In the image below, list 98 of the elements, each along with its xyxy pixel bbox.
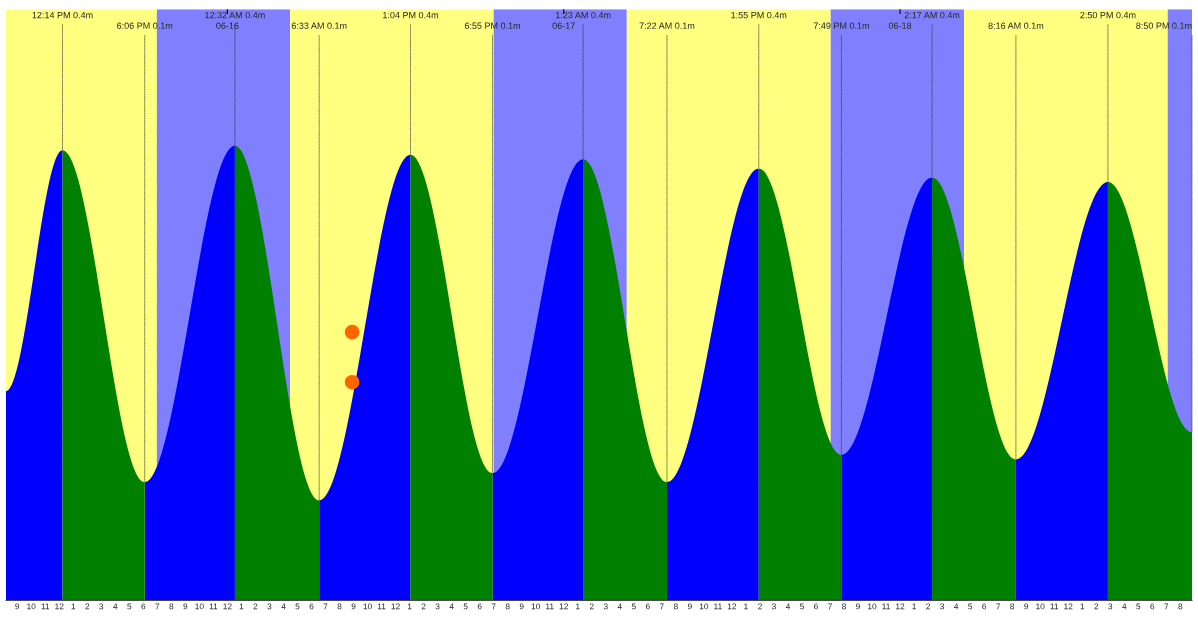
x-tick-label: 2 xyxy=(85,603,90,610)
x-tick-label: 8 xyxy=(337,603,342,610)
x-tick-label: 11 xyxy=(209,603,218,610)
x-tick-label: 11 xyxy=(714,603,722,610)
x-tick-label: 4 xyxy=(953,603,959,610)
x-tick-label: 12 xyxy=(223,603,232,610)
x-tick-label: 4 xyxy=(617,603,622,610)
x-tick-label: 12 xyxy=(391,603,400,610)
x-tick-label: 3 xyxy=(1108,603,1113,610)
ref-line-label: 06-16 xyxy=(216,22,239,29)
x-tick-label: 3 xyxy=(99,603,104,610)
x-tick-label: 2 xyxy=(926,603,930,610)
x-tick-label: 5 xyxy=(1136,603,1141,610)
x-tick-label: 1 xyxy=(407,603,412,610)
annotation: 12:14 PM 0.4m xyxy=(32,11,93,19)
x-tick-label: 7 xyxy=(828,603,832,610)
annotation: 7:22 AM 0.1m xyxy=(639,22,695,29)
x-tick-label: 3 xyxy=(267,603,272,610)
x-tick-label: 3 xyxy=(940,603,945,610)
x-tick-label: 7 xyxy=(491,603,496,610)
x-tick-label: 2 xyxy=(758,603,762,610)
x-tick-label: 5 xyxy=(968,603,973,610)
x-tick-label: 8 xyxy=(842,603,846,610)
x-tick-label: 1 xyxy=(912,603,916,610)
x-tick-label: 11 xyxy=(1050,603,1059,610)
ref-line-label: 06-18 xyxy=(888,22,912,29)
annotation: 2:50 PM 0.4m xyxy=(1080,11,1136,19)
x-tick-label: 6 xyxy=(982,603,987,610)
x-tick-label: 8 xyxy=(505,603,510,610)
x-tick-label: 9 xyxy=(15,603,20,610)
x-tick-label: 5 xyxy=(463,603,468,610)
x-tick-label: 5 xyxy=(799,603,804,610)
x-tick-label: 9 xyxy=(351,603,356,610)
x-tick-label: 7 xyxy=(1164,603,1169,610)
annotation: 6:33 AM 0.1m xyxy=(291,22,347,29)
x-tick-label: 7 xyxy=(996,603,1001,610)
x-tick-label: 10 xyxy=(1036,603,1045,610)
annotation: 1:04 PM 0.4m xyxy=(383,11,439,19)
x-tick-label: 12 xyxy=(727,603,737,610)
x-tick-label: 8 xyxy=(673,603,678,610)
x-tick-label: 1 xyxy=(239,603,244,610)
x-tick-label: 9 xyxy=(1024,603,1029,610)
x-tick-label: 1 xyxy=(576,603,580,610)
x-tick-label: 9 xyxy=(856,603,860,610)
x-tick-label: 4 xyxy=(449,603,454,610)
x-tick-label: 8 xyxy=(169,603,174,610)
x-tick-label: 10 xyxy=(195,603,204,610)
x-tick-label: 8 xyxy=(1010,603,1015,610)
x-tick-label: 9 xyxy=(519,603,524,610)
annotation: 7:49 PM 0.1m xyxy=(813,22,869,29)
x-tick-label: 6 xyxy=(645,603,650,610)
x-tick-label: 12 xyxy=(55,603,64,610)
x-tick-label: 6 xyxy=(309,603,314,610)
x-tick-label: 6 xyxy=(477,603,482,610)
x-tick-label: 5 xyxy=(295,603,300,610)
x-tick-label: 1 xyxy=(744,603,748,610)
x-tick-label: 2 xyxy=(589,603,594,610)
x-tick-label: 4 xyxy=(113,603,118,610)
x-tick-label: 9 xyxy=(687,603,692,610)
x-tick-label: 9 xyxy=(183,603,188,610)
x-tick-label: 10 xyxy=(531,603,541,610)
ref-line-label: 06-17 xyxy=(552,22,575,29)
x-tick-label: 5 xyxy=(127,603,132,610)
x-tick-label: 10 xyxy=(699,603,709,610)
annotation: 1:23 AM 0.4m xyxy=(555,11,611,19)
x-tick-label: 11 xyxy=(882,603,890,610)
x-tick-label: 4 xyxy=(785,603,791,610)
x-tick-label: 3 xyxy=(603,603,608,610)
x-tick-label: 1 xyxy=(71,603,76,610)
x-tick-label: 4 xyxy=(1122,603,1127,610)
x-tick-label: 10 xyxy=(868,603,877,610)
x-tick-label: 3 xyxy=(771,603,776,610)
annotation: 1:55 PM 0.4m xyxy=(731,11,787,19)
x-tick-label: 6 xyxy=(141,603,146,610)
x-tick-label: 7 xyxy=(155,603,160,610)
x-tick-label: 1 xyxy=(1080,603,1085,610)
x-tick-label: 7 xyxy=(659,603,664,610)
x-tick-label: 2 xyxy=(253,603,258,610)
x-tick-label: 6 xyxy=(814,603,818,610)
annotation: 8:16 AM 0.1m xyxy=(988,22,1044,29)
x-tick-label: 10 xyxy=(27,603,36,610)
x-tick-label: 6 xyxy=(1150,603,1155,610)
x-tick-label: 11 xyxy=(377,603,386,610)
x-tick-label: 8 xyxy=(1178,603,1183,610)
x-tick-label: 2 xyxy=(421,603,426,610)
x-tick-label: 2 xyxy=(1094,603,1099,610)
x-tick-label: 11 xyxy=(546,603,554,610)
x-tick-label: 4 xyxy=(281,603,286,610)
x-tick-label: 12 xyxy=(1064,603,1073,610)
x-tick-label: 12 xyxy=(896,603,905,610)
x-tick-label: 10 xyxy=(363,603,372,610)
x-tick-label: 7 xyxy=(323,603,328,610)
x-tick-label: 12 xyxy=(559,603,568,610)
x-tick-label: 5 xyxy=(631,603,636,610)
x-tick-label: 11 xyxy=(41,603,50,610)
annotation: 12:32 AM 0.4m xyxy=(205,11,265,19)
annotation: 2:17 AM 0.4m xyxy=(904,11,960,19)
x-tick-label: 3 xyxy=(435,603,440,610)
